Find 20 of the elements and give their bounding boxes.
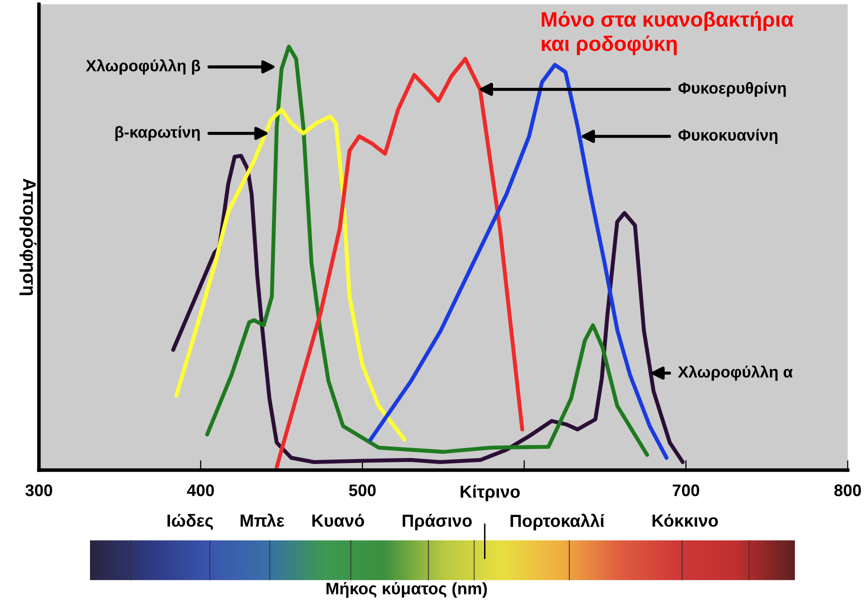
x-tick-label: 400 [187,484,214,496]
text: Κυανό [312,514,364,527]
annotation: Χλωροφύλλη α [678,365,793,381]
text: Κόκκινο [652,514,718,527]
x-axis-title: Μήκος κύματος (nm) [326,582,487,598]
y-axis-title: Απορρόφηση [19,178,37,296]
text: Κίτρινο [460,484,520,502]
x-tick-label: 300 [25,484,52,496]
text: Πορτοκαλλί [510,514,604,530]
annotation: β-καρωτίνη [115,126,200,141]
x-tick-label: 700 [672,484,700,496]
annotation: Χλωροφύλλη β [86,59,200,75]
annotation: Φυκοερυθρίνη [678,82,786,97]
text: Ιώδες [168,514,213,530]
x-tick-label: 800 [834,484,861,496]
text: Μπλε [240,514,284,527]
annotation: Φυκοκυανίνη [678,128,778,144]
x-tick-label: 500 [349,484,376,496]
annotation: Μόνο στα κυανοβακτήρια και ροδοφύκη [542,11,794,56]
text: Πράσινο [402,514,472,530]
